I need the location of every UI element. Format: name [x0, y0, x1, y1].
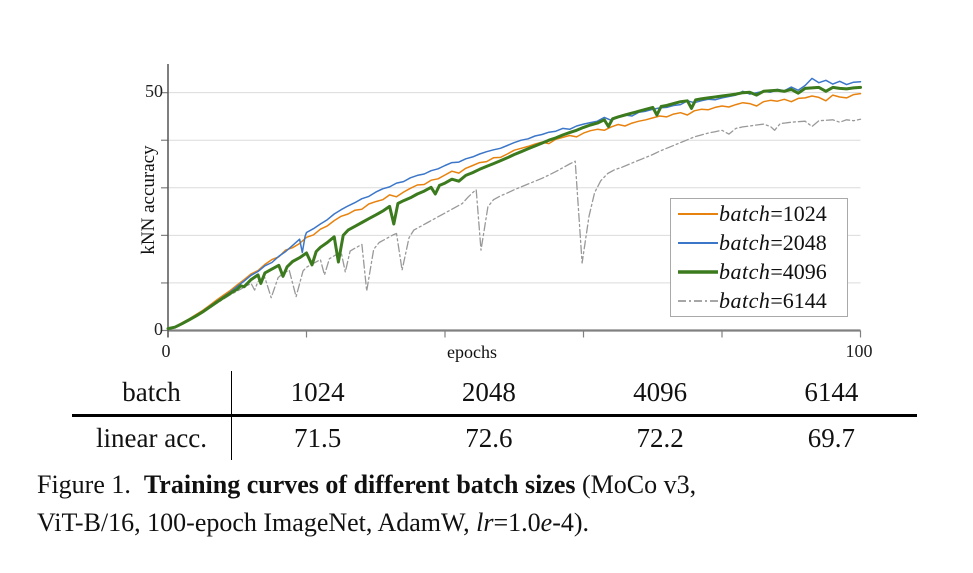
table-header-batch: batch — [72, 371, 232, 417]
table-value-6144: 69.7 — [807, 423, 855, 453]
caption-figure-number: Figure 1. — [37, 470, 144, 499]
legend-item-batch-1024: batch=1024 — [678, 201, 847, 228]
table-value-4096: 72.2 — [636, 423, 684, 453]
table-value-2048: 72.6 — [465, 423, 513, 453]
legend-line-sample-icon — [678, 213, 718, 216]
caption-text: ViT-B/16, 100-epoch ImageNet, AdamW, — [37, 508, 477, 537]
y-tick-label-50: 50 — [145, 81, 163, 101]
table-value-1024: 71.5 — [294, 423, 342, 453]
chart-legend: batch=1024 batch=2048 batch=4096 batch=6… — [670, 198, 848, 317]
caption-text: (MoCo v3, — [575, 470, 697, 499]
legend-line-sample-icon — [678, 299, 718, 302]
legend-label: batch=2048 — [719, 230, 827, 256]
series-batch=4096 — [166, 85, 862, 331]
legend-line-sample-icon — [678, 270, 718, 274]
legend-item-batch-2048: batch=2048 — [678, 230, 847, 257]
linear-accuracy-table: batch 1024 2048 4096 6144 linear acc. 71… — [72, 371, 917, 460]
legend-item-batch-4096: batch=4096 — [678, 258, 847, 285]
x-axis-label: epochs — [447, 342, 497, 362]
plot-canvas — [161, 64, 862, 338]
x-tick-label-0: 0 — [161, 341, 171, 361]
table-col-4096: 4096 — [574, 371, 746, 417]
table-col-6144: 6144 — [745, 371, 917, 417]
training-curves-chart: kNN accuracy 50 0 0 100 epochs batch=102… — [138, 64, 873, 362]
caption-e-var: e — [540, 508, 553, 537]
legend-label: batch=6144 — [719, 287, 827, 313]
caption-bold-title: Training curves of different batch sizes — [143, 470, 576, 499]
y-tick-label-0: 0 — [154, 319, 163, 339]
caption-lr-var: lr — [476, 508, 494, 537]
figure-caption: Figure 1. Training curves of different b… — [37, 466, 952, 542]
caption-text: =1.0 — [493, 508, 541, 537]
table-row-label-linear-acc: linear acc. — [72, 417, 232, 460]
y-axis-label: kNN accuracy — [138, 145, 159, 255]
x-tick-label-100: 100 — [845, 341, 873, 361]
table-col-2048: 2048 — [403, 371, 575, 417]
legend-label: batch=4096 — [719, 258, 827, 284]
table-col-1024: 1024 — [232, 371, 404, 417]
legend-label: batch=1024 — [719, 201, 827, 227]
legend-line-sample-icon — [678, 242, 718, 245]
caption-text: -4). — [552, 508, 590, 537]
legend-item-batch-6144: batch=6144 — [678, 287, 847, 314]
